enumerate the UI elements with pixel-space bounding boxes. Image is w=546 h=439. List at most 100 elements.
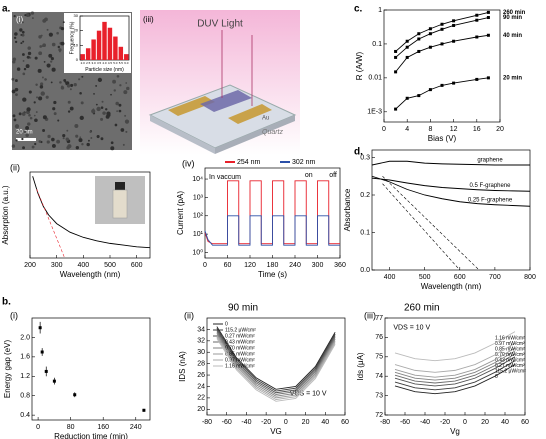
marker (394, 55, 398, 59)
particle (116, 110, 118, 113)
marker (417, 32, 421, 36)
y-tick-label: 75 (375, 354, 383, 361)
particle (36, 96, 39, 99)
y-tick-label: 0.3 (360, 154, 370, 161)
marker (405, 45, 409, 49)
series-line (36, 189, 65, 259)
marker (405, 96, 409, 100)
annotation: on (305, 172, 313, 179)
particle (35, 111, 38, 113)
marker (405, 55, 409, 59)
y-tick-label: 24 (197, 383, 205, 390)
particle (91, 109, 96, 114)
particle (23, 67, 27, 71)
particle (18, 112, 22, 116)
series-line (394, 342, 516, 373)
particle (70, 83, 74, 87)
x-tick-label: 400 (384, 274, 396, 281)
particle (21, 30, 25, 34)
x-axis-label: Wavelength (nm) (421, 282, 482, 291)
particle (51, 137, 55, 142)
particle (89, 130, 92, 133)
particle (13, 15, 16, 18)
particle (66, 84, 71, 88)
y-tick-label: 76 (375, 334, 383, 341)
x-tick-label: 40 (501, 419, 509, 426)
particle (38, 140, 42, 143)
sub-label: (iv) (182, 158, 195, 168)
series-line (382, 176, 480, 271)
legend-label: 0.85 mW/cm² (495, 346, 525, 352)
particle (25, 126, 30, 130)
particle (21, 137, 24, 141)
marker (486, 76, 490, 80)
marker (486, 10, 490, 14)
y-tick-label: 74 (375, 373, 383, 380)
marker (475, 77, 479, 81)
particle (42, 129, 46, 132)
plot-frame (383, 9, 501, 123)
marker (44, 369, 48, 373)
particle (124, 114, 127, 117)
x-tick-label: 3.0 (92, 61, 97, 65)
series-line (32, 176, 151, 249)
x-tick-label: 5.5 (119, 61, 124, 65)
y-tick-label: 20 (197, 406, 205, 413)
particle (22, 72, 26, 76)
marker (52, 379, 56, 383)
particle (29, 56, 32, 59)
y-tick-label: 0.1 (372, 41, 382, 48)
y-tick-label: 0.01 (368, 75, 382, 82)
particle (60, 41, 65, 46)
sub-label: (i) (16, 15, 23, 24)
annotation: VDS = 10 V (393, 325, 430, 332)
legend-label: 254 nm (237, 159, 261, 166)
particle (11, 144, 16, 148)
y-tick-label: 0.2 (360, 192, 370, 199)
particle (118, 103, 122, 107)
particle (34, 56, 38, 60)
chart-title: 260 min (404, 303, 440, 314)
x-axis-label: Particle size (nm) (85, 67, 124, 73)
particle (46, 28, 49, 31)
series-line (394, 364, 516, 395)
substrate-side (215, 115, 295, 154)
particle (33, 101, 36, 104)
x-axis-label: Reduction time (min) (54, 432, 128, 439)
y-tick-label: 30 (197, 349, 205, 356)
sub-label: (iii) (364, 310, 376, 320)
marker (475, 13, 479, 17)
particle (67, 100, 71, 104)
particle (105, 108, 108, 111)
particle (50, 60, 53, 63)
x-tick-label: 2.0 (81, 61, 86, 65)
y-tick-label: 26 (197, 372, 205, 379)
illustration (140, 10, 300, 155)
particle (102, 111, 106, 115)
particle (23, 130, 27, 133)
marker (417, 37, 421, 41)
particle (22, 60, 25, 62)
legend-label: 0.97 mW/cm² (495, 341, 525, 347)
series-line (216, 336, 336, 401)
marker (440, 27, 444, 31)
panel-letter: b. (2, 297, 11, 308)
marker (428, 88, 432, 92)
x-tick-label: 60 (341, 419, 349, 426)
x-tick-label: 800 (524, 274, 536, 281)
bar (96, 30, 102, 60)
particle (15, 139, 18, 142)
x-tick-label: 40 (321, 419, 329, 426)
particle (25, 64, 30, 69)
x-tick-label: -40 (241, 419, 251, 426)
particle (62, 133, 66, 138)
x-tick-label: 8 (428, 126, 432, 133)
particle (123, 90, 128, 95)
y-axis-label: Energy gap (eV) (3, 340, 12, 399)
bar (118, 46, 124, 60)
y-tick-label: 1.6 (20, 354, 30, 361)
y-tick-label: 2.0 (20, 334, 30, 341)
marker (440, 22, 444, 26)
particle (96, 134, 100, 139)
series-line (394, 347, 516, 378)
